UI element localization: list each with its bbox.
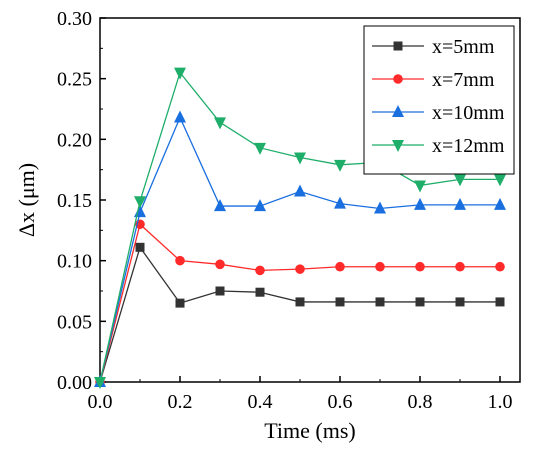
data-point bbox=[134, 196, 146, 209]
data-point bbox=[295, 264, 305, 274]
legend-box bbox=[363, 25, 515, 175]
data-point bbox=[415, 261, 425, 272]
x-tick-label: 0.0 bbox=[88, 391, 113, 413]
data-point bbox=[375, 297, 385, 307]
data-point bbox=[214, 117, 226, 130]
x-tick-label: 0.2 bbox=[168, 391, 193, 413]
data-point bbox=[215, 259, 225, 270]
legend-label: x=12mm bbox=[432, 135, 505, 157]
y-tick-label: 0.05 bbox=[57, 311, 92, 333]
data-point bbox=[495, 261, 505, 272]
legend-swatch-marker bbox=[393, 41, 403, 51]
data-point bbox=[214, 199, 226, 212]
data-point bbox=[174, 67, 186, 80]
y-tick-label: 0.20 bbox=[57, 129, 92, 151]
data-point bbox=[375, 261, 385, 272]
data-point bbox=[254, 142, 266, 155]
data-point bbox=[175, 298, 185, 308]
legend-item: x=5mm bbox=[372, 36, 495, 58]
legend: x=5mm x=7mm x=10mm x=12mm bbox=[363, 25, 515, 175]
legend-swatch-marker bbox=[392, 105, 404, 117]
data-point bbox=[335, 261, 345, 272]
x-tick-label: 1.0 bbox=[488, 391, 513, 413]
data-point bbox=[374, 201, 386, 214]
legend-label: x=5mm bbox=[432, 36, 495, 58]
data-point bbox=[294, 152, 306, 165]
data-point bbox=[494, 174, 506, 187]
data-point bbox=[414, 180, 426, 193]
data-point bbox=[255, 287, 265, 297]
y-axis-title: Δx (μm) bbox=[14, 163, 39, 237]
y-tick-label: 0.15 bbox=[57, 190, 92, 212]
y-tick-label: 0.10 bbox=[57, 251, 92, 273]
legend-item: x=7mm bbox=[372, 69, 495, 91]
data-point bbox=[255, 265, 265, 276]
legend-swatch-marker bbox=[393, 74, 403, 84]
data-point bbox=[94, 377, 106, 389]
data-point bbox=[294, 184, 306, 197]
x-tick-label: 0.8 bbox=[408, 391, 433, 413]
data-point bbox=[455, 261, 465, 272]
legend-item: x=10mm bbox=[372, 102, 505, 124]
legend-label: x=7mm bbox=[432, 69, 495, 91]
series-x-7mm bbox=[95, 219, 505, 387]
x-tick-label: 0.4 bbox=[248, 391, 273, 413]
data-point bbox=[254, 199, 266, 212]
series-x-10mm bbox=[94, 110, 506, 387]
y-tick-label: 0.30 bbox=[57, 8, 92, 30]
data-point bbox=[334, 196, 346, 209]
data-point bbox=[215, 286, 225, 296]
data-point bbox=[415, 297, 425, 307]
legend-item: x=12mm bbox=[372, 135, 505, 157]
x-tick-label: 0.6 bbox=[328, 391, 353, 413]
data-point bbox=[135, 242, 145, 252]
data-point bbox=[494, 197, 506, 210]
data-point bbox=[414, 197, 426, 210]
legend-swatch-marker bbox=[392, 140, 404, 152]
legend-label: x=10mm bbox=[432, 102, 505, 124]
data-point bbox=[334, 159, 346, 172]
data-point bbox=[175, 255, 185, 266]
data-point bbox=[454, 174, 466, 187]
axis-ticks: 0.0 0.2 0.4 0.6 0.8 1.0 0.00 0.05 0.10 0.15 0.20 0.… bbox=[57, 8, 513, 413]
data-point bbox=[454, 197, 466, 210]
data-point bbox=[335, 297, 345, 307]
y-tick-label: 0.00 bbox=[57, 372, 92, 394]
data-point bbox=[174, 110, 186, 123]
data-point bbox=[495, 297, 505, 307]
y-tick-label: 0.25 bbox=[57, 69, 92, 91]
series-layer bbox=[94, 67, 506, 389]
x-axis-title: Time (ms) bbox=[264, 418, 355, 443]
data-point bbox=[295, 297, 305, 307]
data-point bbox=[455, 297, 465, 307]
